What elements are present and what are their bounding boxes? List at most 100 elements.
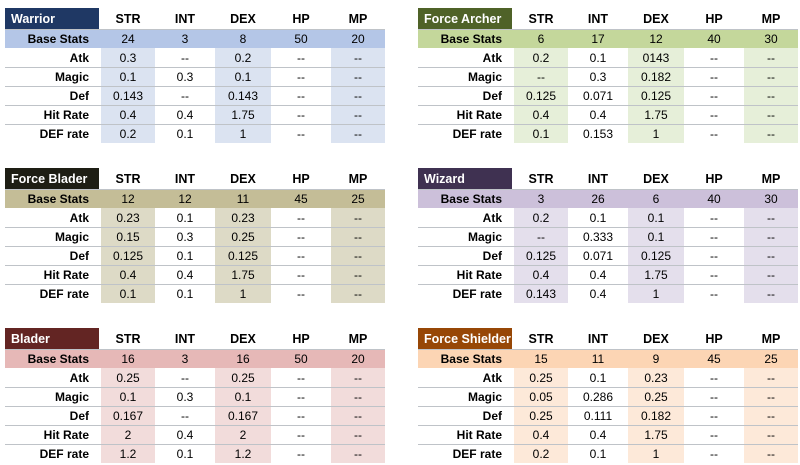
- stat-cell: 0.1: [176, 248, 194, 263]
- column-header-dex: DEX: [643, 171, 669, 186]
- table-row: Atk 0.25 0.1 0.23 -- --: [418, 368, 798, 387]
- stat-cell: 0.4: [101, 105, 155, 124]
- stat-cell: 0.071: [582, 248, 614, 263]
- stat-cell: --: [710, 210, 718, 225]
- base-stat-value: 3: [181, 351, 189, 366]
- stat-cell: --: [744, 284, 798, 303]
- row-separator: [5, 284, 385, 285]
- row-separator: [5, 227, 385, 228]
- column-header-int: INT: [174, 171, 196, 186]
- row-separator: [5, 425, 385, 426]
- stat-cell: 0.1: [176, 126, 194, 141]
- stat-cell: 1.75: [628, 105, 684, 124]
- table-row: Def 0.125 0.071 0.125 -- --: [418, 246, 798, 265]
- stat-cell: --: [514, 67, 568, 86]
- stat-cell: 0.1: [215, 67, 271, 86]
- stat-cell: 0.125: [215, 246, 271, 265]
- stat-cell: --: [710, 229, 718, 244]
- stat-cell: 1.75: [628, 425, 684, 444]
- row-separator: [418, 227, 798, 228]
- stat-cell: 0.1: [589, 370, 607, 385]
- row-separator: [5, 105, 385, 106]
- stat-cell: 0.4: [176, 267, 194, 282]
- stat-cell: 0.2: [514, 48, 568, 67]
- table-row: Atk 0.25 -- 0.25 -- --: [5, 368, 385, 387]
- row-label: Hit Rate: [43, 267, 89, 282]
- row-separator: [5, 246, 385, 247]
- table-row: DEF rate 0.2 0.1 1 -- --: [5, 124, 385, 143]
- base-stat-value: 45: [707, 351, 721, 366]
- stat-cell: 0.23: [628, 368, 684, 387]
- stat-cell: 0.25: [215, 368, 271, 387]
- column-header-hp: HP: [705, 171, 723, 186]
- row-label: Base Stats: [440, 31, 502, 46]
- column-header-dex: DEX: [643, 11, 669, 26]
- stat-cell: --: [744, 67, 798, 86]
- row-label: DEF rate: [452, 446, 502, 461]
- stat-cell: 0.25: [628, 387, 684, 406]
- row-label: DEF rate: [39, 286, 89, 301]
- stat-cell: 0.4: [589, 267, 607, 282]
- class-name-title: Force Blader: [5, 168, 99, 189]
- base-stats-row: Base Stats 24 3 8 50 20: [5, 29, 385, 48]
- row-label: Hit Rate: [43, 427, 89, 442]
- column-header-hp: HP: [292, 331, 310, 346]
- stat-cell: --: [710, 389, 718, 404]
- base-stats-row: Base Stats 15 11 9 45 25: [418, 349, 798, 368]
- stat-cell: 0.2: [215, 48, 271, 67]
- stat-cell: 0.182: [628, 67, 684, 86]
- base-stats-row: Base Stats 6 17 12 40 30: [418, 29, 798, 48]
- row-label: Base Stats: [440, 191, 502, 206]
- column-header-hp: HP: [705, 331, 723, 346]
- table-header-row: Force Shielder STR INT DEX HP MP: [418, 328, 798, 349]
- base-stat-value: 50: [294, 351, 308, 366]
- stat-cell: 0.4: [176, 427, 194, 442]
- column-header-mp: MP: [761, 331, 781, 346]
- stat-cell: --: [744, 86, 798, 105]
- stat-cell: --: [710, 446, 718, 461]
- row-label: DEF rate: [39, 126, 89, 141]
- stat-cell: --: [331, 227, 385, 246]
- row-label: Magic: [54, 389, 89, 404]
- base-stat-value: 15: [534, 351, 548, 366]
- stat-cell: 0.1: [628, 227, 684, 246]
- stat-cell: 0.4: [589, 427, 607, 442]
- header-separator: [418, 349, 798, 350]
- base-stat-value: 25: [764, 351, 778, 366]
- row-separator: [5, 67, 385, 68]
- column-header-dex: DEX: [230, 331, 256, 346]
- stat-cell: 0.1: [589, 210, 607, 225]
- row-label: Hit Rate: [456, 107, 502, 122]
- row-label: Hit Rate: [456, 267, 502, 282]
- stat-cell: --: [710, 69, 718, 84]
- row-separator: [5, 387, 385, 388]
- column-header-hp: HP: [292, 11, 310, 26]
- stat-cell: 0.4: [514, 425, 568, 444]
- stat-table-force-blader: Force Blader STR INT DEX HP MP Base Stats 12 12 1…: [5, 168, 385, 303]
- table-row: Atk 0.3 -- 0.2 -- --: [5, 48, 385, 67]
- table-header-row: Force Blader STR INT DEX HP MP: [5, 168, 385, 189]
- stat-cell: --: [331, 425, 385, 444]
- stat-cell: 0.4: [101, 265, 155, 284]
- stat-cell: 2: [215, 425, 271, 444]
- stat-cell: --: [710, 370, 718, 385]
- stat-cell: 0.25: [215, 227, 271, 246]
- row-separator: [5, 406, 385, 407]
- stat-cell: --: [297, 69, 305, 84]
- stat-cell: --: [744, 368, 798, 387]
- stat-cell: 0.125: [514, 246, 568, 265]
- base-stat-value: 45: [294, 191, 308, 206]
- table-row: Magic 0.05 0.286 0.25 -- --: [418, 387, 798, 406]
- base-stat-value: 25: [351, 191, 365, 206]
- stat-cell: --: [744, 227, 798, 246]
- stat-cell: 0.3: [101, 48, 155, 67]
- stat-cell: --: [181, 50, 189, 65]
- stat-cell: --: [744, 124, 798, 143]
- stat-cell: 0.167: [215, 406, 271, 425]
- column-header-int: INT: [587, 171, 609, 186]
- stat-cell: --: [710, 408, 718, 423]
- stat-cell: --: [710, 427, 718, 442]
- base-stat-value: 40: [707, 191, 721, 206]
- column-header-mp: MP: [348, 11, 368, 26]
- stat-cell: --: [181, 88, 189, 103]
